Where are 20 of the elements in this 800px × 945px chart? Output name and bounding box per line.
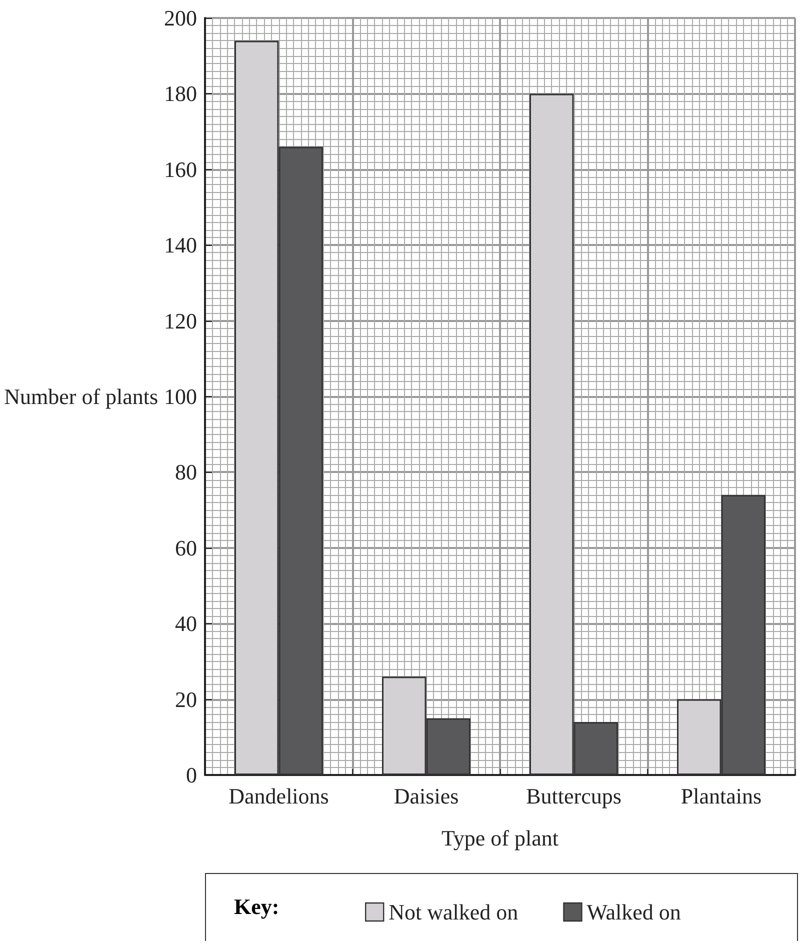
x-tick-label: Dandelions	[228, 784, 329, 808]
legend-label: Not walked on	[388, 900, 518, 924]
y-tick-label: 40	[175, 611, 197, 636]
x-axis-title: Type of plant	[442, 826, 558, 850]
y-tick-label: 180	[164, 81, 197, 106]
y-tick-label: 200	[164, 6, 197, 30]
y-tick-label: 20	[175, 686, 197, 712]
legend-label: Walked on	[586, 900, 681, 924]
y-tick-label: 120	[164, 308, 197, 334]
legend-title: Key:	[234, 894, 280, 920]
y-tick-label: 100	[164, 384, 197, 409]
y-axis-title: Number of plants	[4, 384, 158, 409]
y-tick-label: 160	[164, 156, 197, 182]
y-tick-label: 60	[175, 535, 197, 560]
x-tick-label: Buttercups	[526, 784, 622, 808]
x-tick-label: Plantains	[680, 784, 762, 808]
y-tick-label: 0	[186, 762, 197, 788]
y-tick-label: 80	[175, 460, 197, 485]
y-tick-label: 140	[164, 232, 197, 258]
x-tick-label: Daisies	[394, 784, 459, 808]
